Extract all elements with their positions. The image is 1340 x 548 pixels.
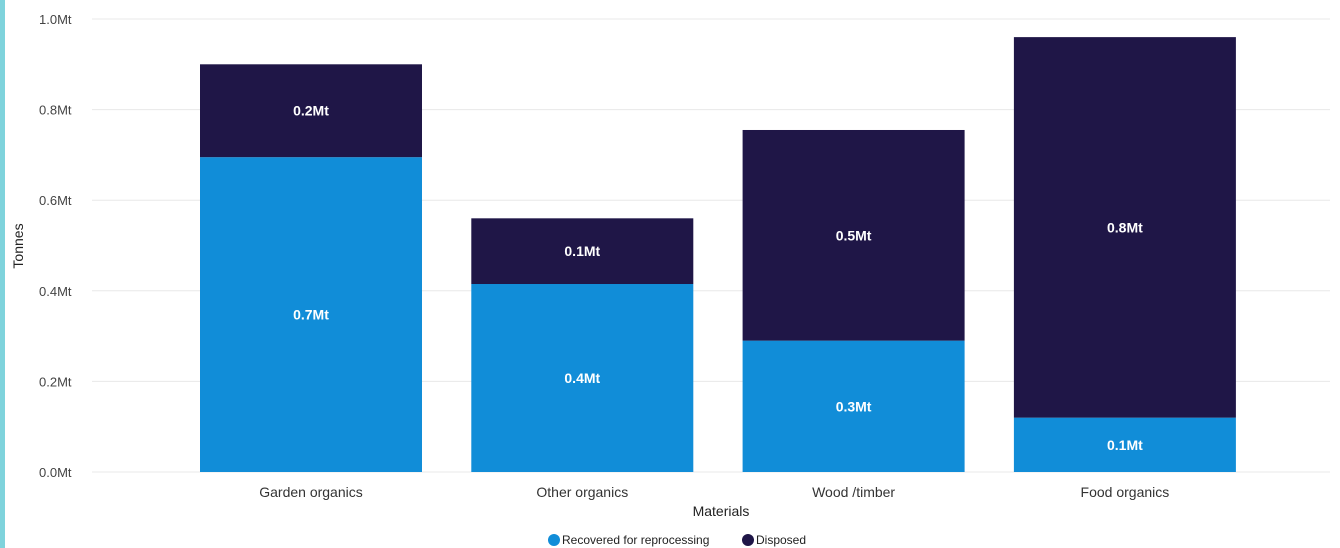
bar-recovered[interactable] xyxy=(1013,417,1236,472)
bar-recovered[interactable] xyxy=(200,157,422,473)
bar-recovered[interactable] xyxy=(471,284,694,472)
data-label: 0.8Mt xyxy=(1107,219,1143,235)
legend-label-recovered: Recovered for reprocessing xyxy=(562,533,709,547)
x-tick-label: Garden organics xyxy=(259,484,363,500)
y-tick-label: 0.2Mt xyxy=(39,374,72,389)
legend: Recovered for reprocessing Disposed xyxy=(548,533,806,547)
data-label: 0.7Mt xyxy=(293,307,329,323)
y-tick-label: 0.4Mt xyxy=(39,284,72,299)
x-tick-label: Food organics xyxy=(1081,484,1170,500)
bar-disposed[interactable] xyxy=(1013,37,1236,418)
data-labels: 0.7Mt 0.2Mt 0.4Mt 0.1Mt 0.3Mt 0.5Mt 0.1Mt 0.8Mt xyxy=(293,103,1143,453)
y-axis-title: Tonnes xyxy=(10,223,26,268)
data-label: 0.2Mt xyxy=(293,103,329,119)
bar-disposed[interactable] xyxy=(742,129,965,341)
x-tick-label: Other organics xyxy=(536,484,628,500)
legend-label-disposed: Disposed xyxy=(756,533,806,547)
data-label: 0.3Mt xyxy=(836,398,872,414)
bar-disposed[interactable] xyxy=(200,64,422,158)
data-label: 0.1Mt xyxy=(564,243,600,259)
y-tick-label: 0.0Mt xyxy=(39,465,72,480)
data-label: 0.4Mt xyxy=(564,370,600,386)
x-tick-label: Wood /timber xyxy=(812,484,895,500)
y-tick-label: 1.0Mt xyxy=(39,12,72,27)
data-label: 0.5Mt xyxy=(836,227,872,243)
data-label: 0.1Mt xyxy=(1107,437,1143,453)
y-tick-label: 0.6Mt xyxy=(39,193,72,208)
x-axis-title: Materials xyxy=(693,503,750,519)
y-tick-label: 0.8Mt xyxy=(39,103,72,118)
bar-recovered[interactable] xyxy=(742,340,965,472)
bar-disposed[interactable] xyxy=(471,218,694,285)
y-axis-ticks: 0.0Mt 0.2Mt 0.4Mt 0.6Mt 0.8Mt 1.0Mt xyxy=(39,12,72,480)
left-accent-bar xyxy=(0,0,5,548)
legend-swatch-disposed xyxy=(742,534,754,546)
legend-swatch-recovered xyxy=(548,534,560,546)
bars xyxy=(200,37,1236,473)
x-axis-ticks: Garden organics Other organics Wood /timbe… xyxy=(259,484,1169,500)
